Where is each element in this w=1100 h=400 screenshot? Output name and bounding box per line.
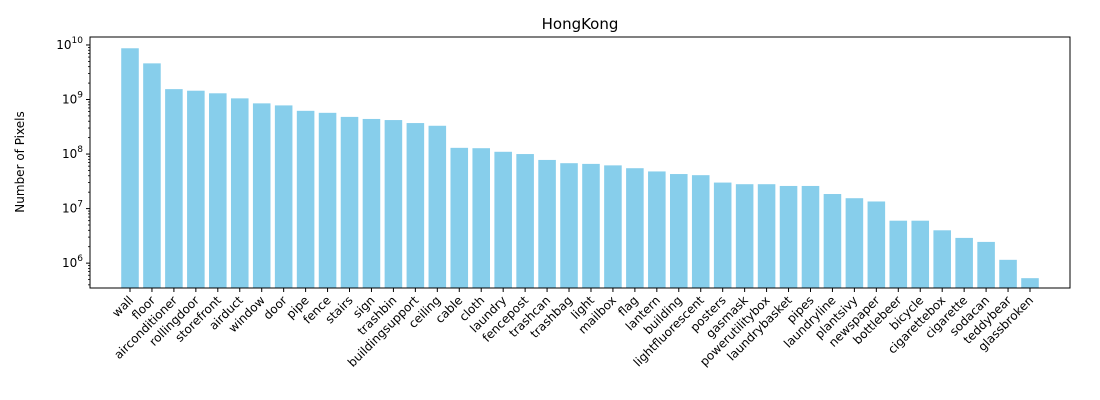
bars-group [121, 48, 1039, 289]
bar-laundryline [823, 194, 842, 288]
bar-laundry [494, 151, 512, 288]
bar-storefront [209, 93, 227, 288]
bar-laundrybasket [779, 185, 798, 288]
bar-pipes [801, 185, 820, 288]
bar-sodacan [977, 241, 995, 288]
y-axis: 106 107 108 109 1010 [56, 36, 90, 286]
bar-window [252, 103, 271, 288]
bar-fence [318, 112, 337, 288]
bar-rollingdoor [187, 90, 205, 289]
bar-door [274, 105, 293, 289]
bar-trashcan [538, 159, 556, 288]
bar-bottlebeer [889, 220, 908, 288]
bar-plantsivy [845, 198, 864, 288]
bar-posters [713, 182, 732, 288]
y-tick-label: 108 [62, 145, 83, 161]
y-tick-label: 106 [62, 254, 83, 270]
bar-lightfluorescent [691, 175, 710, 288]
bar-glassbroken [1021, 278, 1039, 288]
chart-title: HongKong [542, 15, 619, 33]
bar-gasmask [735, 184, 754, 288]
bar-fencepost [516, 154, 534, 288]
bar-building [670, 174, 688, 288]
y-tick-label: 109 [62, 91, 83, 107]
bar-mailbox [604, 165, 622, 288]
bar-floor [143, 63, 161, 288]
bar-teddybear [999, 259, 1017, 288]
bar-lantern [648, 171, 666, 288]
bar-airconditioner [165, 89, 183, 288]
bar-trashbag [560, 163, 578, 288]
bar-bicycle [911, 220, 930, 288]
bar-cable [450, 147, 469, 288]
y-tick-label: 1010 [56, 36, 83, 52]
bar-pipe [296, 110, 315, 288]
bar-cigarette [955, 237, 973, 288]
bar-trashbin [384, 120, 403, 288]
bar-flag [626, 168, 644, 288]
bar-wall [121, 48, 139, 288]
x-tick-label: door [261, 293, 290, 322]
bar-buildingsupport [406, 123, 425, 288]
y-axis-label: Number of Pixels [13, 111, 27, 212]
plot-frame [89, 36, 1071, 289]
bar-cloth [472, 148, 490, 288]
bar-cigarettebox [933, 230, 951, 288]
y-tick-label: 107 [62, 200, 83, 216]
bar-ceiling [428, 125, 447, 289]
bar-sign [362, 118, 381, 289]
bar-powerutilitybox [757, 184, 776, 288]
bar-light [582, 163, 600, 288]
x-axis: wallfloorairconditionerrollingdoorstoref… [109, 288, 1036, 370]
bar-airduct [230, 98, 249, 288]
bar-newspaper [867, 201, 886, 288]
bar-stairs [340, 116, 359, 289]
